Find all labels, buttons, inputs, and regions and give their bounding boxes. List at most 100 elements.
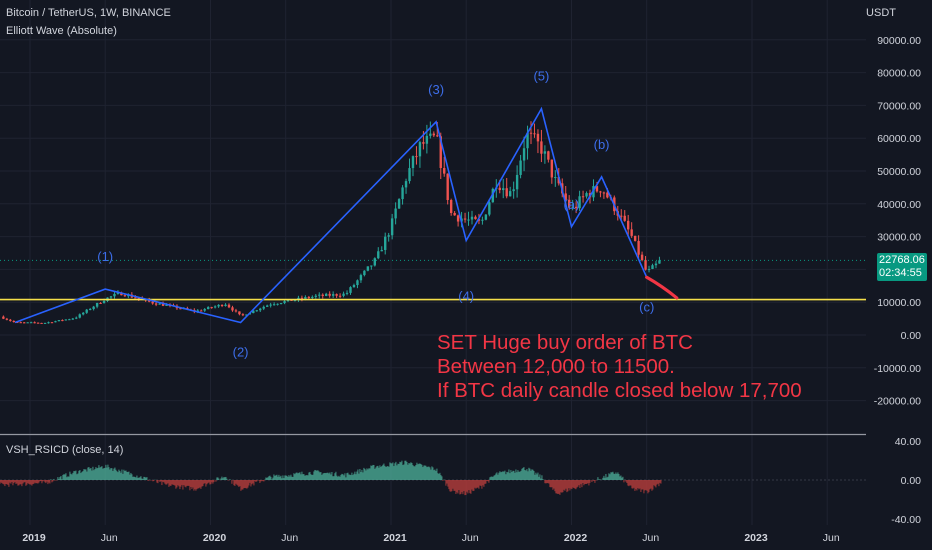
candle-body xyxy=(231,307,234,311)
candle-body xyxy=(595,186,599,192)
candle-body xyxy=(397,199,401,209)
candle-body xyxy=(626,220,630,230)
candle-body xyxy=(165,304,168,306)
candle-body xyxy=(255,310,258,312)
candle-body xyxy=(502,188,505,191)
candle-body xyxy=(394,208,397,219)
candle-body xyxy=(338,295,342,297)
candle-body xyxy=(578,196,581,209)
candle-body xyxy=(359,275,363,281)
candle-body xyxy=(505,188,508,197)
candle-body xyxy=(227,304,231,308)
candle-body xyxy=(102,300,106,304)
candle-body xyxy=(92,306,95,310)
candle-body xyxy=(16,322,19,324)
y-tick-label: -20000.00 xyxy=(874,396,921,408)
candle-body xyxy=(658,260,661,264)
candle-body xyxy=(262,306,265,309)
candle-body xyxy=(241,314,245,316)
symbol-title[interactable]: Bitcoin / TetherUS, 1W, BINANCE xyxy=(6,7,171,19)
candle-body xyxy=(200,310,203,312)
candle-body xyxy=(422,142,425,144)
trade-note: SET Huge buy order of BTC Between 12,000… xyxy=(437,331,802,403)
candle-body xyxy=(599,191,602,193)
candle-body xyxy=(307,297,311,299)
bar-countdown: 02:34:55 xyxy=(879,267,922,279)
candle-body xyxy=(82,312,85,315)
candle-body xyxy=(647,268,651,270)
indicator-title[interactable]: Elliott Wave (Absolute) xyxy=(6,25,117,37)
candle-body xyxy=(54,321,57,323)
candle-body xyxy=(99,302,102,304)
candle-body xyxy=(606,192,609,198)
candle-body xyxy=(265,305,269,307)
candle-body xyxy=(43,322,47,324)
candle-body xyxy=(585,193,588,197)
candle-body xyxy=(2,316,5,319)
candle-body xyxy=(602,192,606,194)
candle-body xyxy=(637,240,640,255)
candle-body xyxy=(75,317,78,319)
candle-body xyxy=(331,294,335,296)
candle-body xyxy=(456,215,460,222)
candle-body xyxy=(356,280,359,286)
candle-body xyxy=(161,303,165,306)
candle-body xyxy=(61,320,64,322)
candle-body xyxy=(29,322,33,324)
candle-body xyxy=(436,135,439,137)
candle-body xyxy=(567,199,571,208)
candle-body xyxy=(57,320,61,322)
candle-body xyxy=(50,322,54,324)
oscillator-title[interactable]: VSH_RSICD (close, 14) xyxy=(6,444,124,456)
candle-body xyxy=(411,156,415,169)
x-tick-label: Jun xyxy=(462,532,479,544)
candle-body xyxy=(370,265,373,267)
y-tick-label: 40000.00 xyxy=(877,199,921,211)
y-tick-label: -10000.00 xyxy=(874,363,921,375)
candle-body xyxy=(9,319,12,321)
candle-body xyxy=(644,260,647,270)
candle-body xyxy=(234,310,238,312)
trade-note-line: SET Huge buy order of BTC xyxy=(437,331,693,354)
candle-body xyxy=(88,309,92,311)
candle-body xyxy=(477,219,481,221)
candle-body xyxy=(116,292,120,294)
candle-body xyxy=(467,219,470,221)
y-tick-label: 30000.00 xyxy=(877,232,921,244)
x-tick-label: 2023 xyxy=(744,532,768,544)
candle-body xyxy=(71,318,75,320)
wave-label: (3) xyxy=(428,82,444,97)
candle-body xyxy=(630,229,633,236)
candle-body xyxy=(519,160,522,175)
candle-body xyxy=(408,168,411,182)
candle-body xyxy=(401,187,404,200)
candle-body xyxy=(623,215,626,221)
current-price-badge: 22768.06 02:34:55 xyxy=(877,253,927,281)
candle-body xyxy=(512,189,515,192)
candle-body xyxy=(68,319,71,321)
candle-body xyxy=(259,308,262,311)
candle-body xyxy=(300,297,304,299)
wave-line xyxy=(14,106,648,324)
candle-body xyxy=(158,303,161,305)
y-tick-label: 0.00 xyxy=(901,475,922,487)
candle-body xyxy=(33,322,36,324)
y-tick-label: 80000.00 xyxy=(877,68,921,80)
wave-label: (c) xyxy=(639,299,654,314)
candle-body xyxy=(283,301,286,304)
y-tick-label: 0.00 xyxy=(901,330,922,342)
x-tick-label: 2021 xyxy=(383,532,407,544)
candle-body xyxy=(47,322,50,324)
candle-body xyxy=(318,294,321,296)
candle-body xyxy=(220,304,224,307)
candle-body xyxy=(557,177,560,184)
candle-body xyxy=(154,303,158,305)
candle-body xyxy=(439,136,442,169)
candle-body xyxy=(446,173,449,200)
candle-body xyxy=(404,181,408,188)
x-tick-label: Jun xyxy=(823,532,840,544)
axes: -20000.00-10000.000.0010000.0020000.0030… xyxy=(22,35,921,544)
candle-body xyxy=(377,251,380,259)
candle-body xyxy=(463,218,467,220)
